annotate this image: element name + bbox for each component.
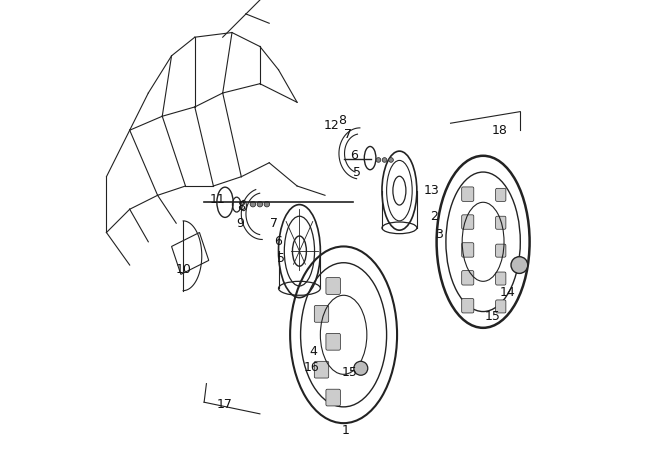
- Text: 9: 9: [237, 217, 244, 230]
- FancyBboxPatch shape: [326, 389, 341, 406]
- Circle shape: [257, 201, 263, 207]
- Text: 7: 7: [270, 217, 278, 230]
- FancyBboxPatch shape: [462, 215, 474, 229]
- Circle shape: [354, 361, 368, 375]
- FancyBboxPatch shape: [315, 361, 329, 378]
- FancyBboxPatch shape: [462, 299, 474, 313]
- FancyBboxPatch shape: [326, 333, 341, 350]
- FancyBboxPatch shape: [462, 187, 474, 201]
- Text: 5: 5: [277, 252, 285, 265]
- FancyBboxPatch shape: [462, 243, 474, 257]
- Text: 6: 6: [350, 149, 358, 162]
- FancyBboxPatch shape: [496, 188, 506, 201]
- Text: 1: 1: [342, 424, 350, 437]
- FancyBboxPatch shape: [496, 216, 506, 229]
- Text: 8: 8: [237, 200, 245, 213]
- FancyBboxPatch shape: [462, 271, 474, 285]
- Text: 10: 10: [176, 263, 191, 276]
- Text: 18: 18: [491, 124, 507, 137]
- Text: 15: 15: [342, 365, 358, 379]
- Text: 13: 13: [424, 184, 440, 197]
- Text: 5: 5: [352, 166, 361, 179]
- Text: 17: 17: [217, 398, 233, 411]
- Circle shape: [389, 158, 393, 162]
- Text: 4: 4: [309, 345, 317, 358]
- FancyBboxPatch shape: [326, 278, 341, 294]
- Text: 7: 7: [344, 128, 352, 141]
- Text: 15: 15: [484, 310, 500, 323]
- Text: 12: 12: [324, 119, 340, 132]
- Circle shape: [382, 158, 387, 162]
- FancyBboxPatch shape: [496, 300, 506, 313]
- FancyBboxPatch shape: [496, 244, 506, 257]
- Text: 14: 14: [500, 286, 515, 299]
- Text: 6: 6: [274, 235, 283, 248]
- Text: 16: 16: [303, 361, 319, 374]
- Circle shape: [376, 158, 381, 162]
- Text: 8: 8: [338, 114, 346, 127]
- FancyBboxPatch shape: [315, 306, 329, 322]
- Circle shape: [250, 201, 255, 207]
- Circle shape: [511, 257, 528, 273]
- Text: 11: 11: [209, 193, 225, 206]
- Text: 2: 2: [430, 210, 438, 223]
- Text: 3: 3: [435, 228, 443, 241]
- FancyBboxPatch shape: [496, 272, 506, 285]
- Circle shape: [264, 201, 270, 207]
